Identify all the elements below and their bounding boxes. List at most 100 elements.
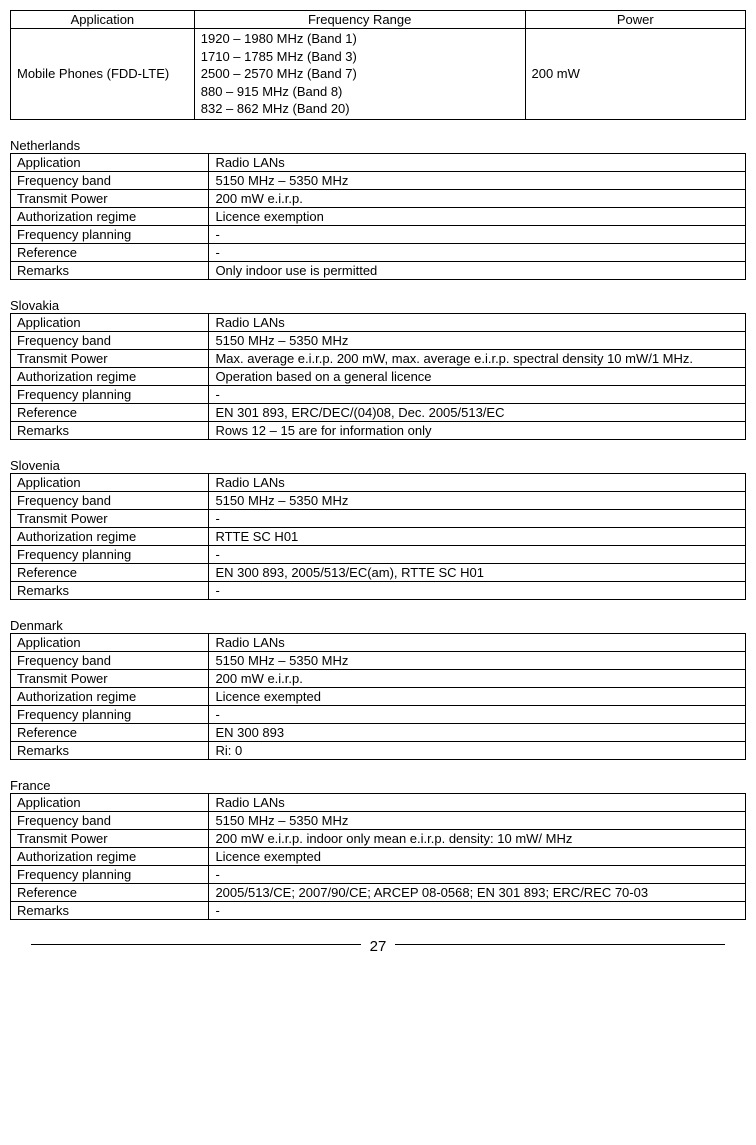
row-value: - [209, 509, 746, 527]
row-value: Radio LANs [209, 633, 746, 651]
row-key: Remarks [11, 261, 209, 279]
table-row: Frequency band5150 MHz – 5350 MHz [11, 331, 746, 349]
row-key: Remarks [11, 901, 209, 919]
table-row: Authorization regimeLicence exempted [11, 687, 746, 705]
table-row: RemarksRi: 0 [11, 741, 746, 759]
row-key: Frequency band [11, 331, 209, 349]
country-spec-table: ApplicationRadio LANsFrequency band5150 … [10, 793, 746, 920]
table-row: ReferenceEN 301 893, ERC/DEC/(04)08, Dec… [11, 403, 746, 421]
row-value: 5150 MHz – 5350 MHz [209, 811, 746, 829]
row-key: Remarks [11, 421, 209, 439]
table-row: RemarksOnly indoor use is permitted [11, 261, 746, 279]
row-key: Application [11, 313, 209, 331]
row-key: Application [11, 473, 209, 491]
row-value: 5150 MHz – 5350 MHz [209, 331, 746, 349]
table-row: Authorization regimeLicence exemption [11, 207, 746, 225]
row-key: Transmit Power [11, 509, 209, 527]
table-row: Frequency band5150 MHz – 5350 MHz [11, 651, 746, 669]
table-row: Transmit Power200 mW e.i.r.p. [11, 189, 746, 207]
footer-rule-left [31, 944, 361, 945]
row-value: EN 300 893 [209, 723, 746, 741]
row-key: Frequency planning [11, 865, 209, 883]
row-value: EN 300 893, 2005/513/EC(am), RTTE SC H01 [209, 563, 746, 581]
row-key: Frequency band [11, 651, 209, 669]
row-value: - [209, 705, 746, 723]
table-row: Frequency band5150 MHz – 5350 MHz [11, 811, 746, 829]
row-value: Licence exempted [209, 687, 746, 705]
table-row: Authorization regimeOperation based on a… [11, 367, 746, 385]
country-heading: France [10, 778, 746, 793]
table-row: Frequency band5150 MHz – 5350 MHz [11, 171, 746, 189]
row-value: - [209, 545, 746, 563]
country-heading: Denmark [10, 618, 746, 633]
row-key: Authorization regime [11, 687, 209, 705]
row-key: Reference [11, 883, 209, 901]
table-row: Transmit Power200 mW e.i.r.p. [11, 669, 746, 687]
top-cell-application: Mobile Phones (FDD-LTE) [11, 29, 195, 120]
table-row: Remarks- [11, 581, 746, 599]
row-value: 5150 MHz – 5350 MHz [209, 171, 746, 189]
table-row: Reference- [11, 243, 746, 261]
row-value: - [209, 865, 746, 883]
row-key: Frequency band [11, 811, 209, 829]
country-spec-table: ApplicationRadio LANsFrequency band5150 … [10, 313, 746, 440]
footer-rule-right [395, 944, 725, 945]
country-heading: Slovenia [10, 458, 746, 473]
row-value: 2005/513/CE; 2007/90/CE; ARCEP 08-0568; … [209, 883, 746, 901]
table-row: Reference2005/513/CE; 2007/90/CE; ARCEP … [11, 883, 746, 901]
table-row: Frequency planning- [11, 385, 746, 403]
row-key: Reference [11, 563, 209, 581]
row-value: 5150 MHz – 5350 MHz [209, 491, 746, 509]
row-key: Frequency planning [11, 705, 209, 723]
top-spec-table: Application Frequency Range Power Mobile… [10, 10, 746, 120]
row-value: Licence exemption [209, 207, 746, 225]
row-key: Application [11, 153, 209, 171]
row-value: 200 mW e.i.r.p. indoor only mean e.i.r.p… [209, 829, 746, 847]
row-value: Radio LANs [209, 793, 746, 811]
table-row: Transmit Power200 mW e.i.r.p. indoor onl… [11, 829, 746, 847]
row-key: Authorization regime [11, 207, 209, 225]
row-key: Authorization regime [11, 527, 209, 545]
row-key: Remarks [11, 581, 209, 599]
row-value: 200 mW e.i.r.p. [209, 669, 746, 687]
page-number: 27 [366, 938, 391, 955]
top-header-power: Power [525, 11, 746, 29]
row-key: Transmit Power [11, 189, 209, 207]
row-value: Only indoor use is permitted [209, 261, 746, 279]
table-row: ApplicationRadio LANs [11, 793, 746, 811]
table-row: ApplicationRadio LANs [11, 633, 746, 651]
row-value: Operation based on a general licence [209, 367, 746, 385]
row-key: Authorization regime [11, 367, 209, 385]
table-row: Frequency planning- [11, 225, 746, 243]
table-row: Frequency band5150 MHz – 5350 MHz [11, 491, 746, 509]
row-value: - [209, 385, 746, 403]
table-row: Transmit PowerMax. average e.i.r.p. 200 … [11, 349, 746, 367]
row-key: Reference [11, 243, 209, 261]
table-row: ReferenceEN 300 893, 2005/513/EC(am), RT… [11, 563, 746, 581]
page-footer: 27 [10, 938, 746, 955]
row-value: EN 301 893, ERC/DEC/(04)08, Dec. 2005/51… [209, 403, 746, 421]
table-row: ReferenceEN 300 893 [11, 723, 746, 741]
row-value: Ri: 0 [209, 741, 746, 759]
row-key: Application [11, 633, 209, 651]
table-row: ApplicationRadio LANs [11, 153, 746, 171]
row-key: Remarks [11, 741, 209, 759]
row-key: Reference [11, 403, 209, 421]
table-row: Authorization regimeLicence exempted [11, 847, 746, 865]
row-key: Frequency planning [11, 385, 209, 403]
table-row: ApplicationRadio LANs [11, 313, 746, 331]
row-value: 5150 MHz – 5350 MHz [209, 651, 746, 669]
country-spec-table: ApplicationRadio LANsFrequency band5150 … [10, 473, 746, 600]
row-value: RTTE SC H01 [209, 527, 746, 545]
row-value: Radio LANs [209, 153, 746, 171]
row-value: - [209, 581, 746, 599]
top-header-application: Application [11, 11, 195, 29]
table-row: ApplicationRadio LANs [11, 473, 746, 491]
table-row: RemarksRows 12 – 15 are for information … [11, 421, 746, 439]
top-cell-power: 200 mW [525, 29, 746, 120]
row-key: Transmit Power [11, 669, 209, 687]
table-row: Frequency planning- [11, 705, 746, 723]
row-key: Authorization regime [11, 847, 209, 865]
table-row: Remarks- [11, 901, 746, 919]
top-cell-frequency: 1920 – 1980 MHz (Band 1)1710 – 1785 MHz … [194, 29, 525, 120]
